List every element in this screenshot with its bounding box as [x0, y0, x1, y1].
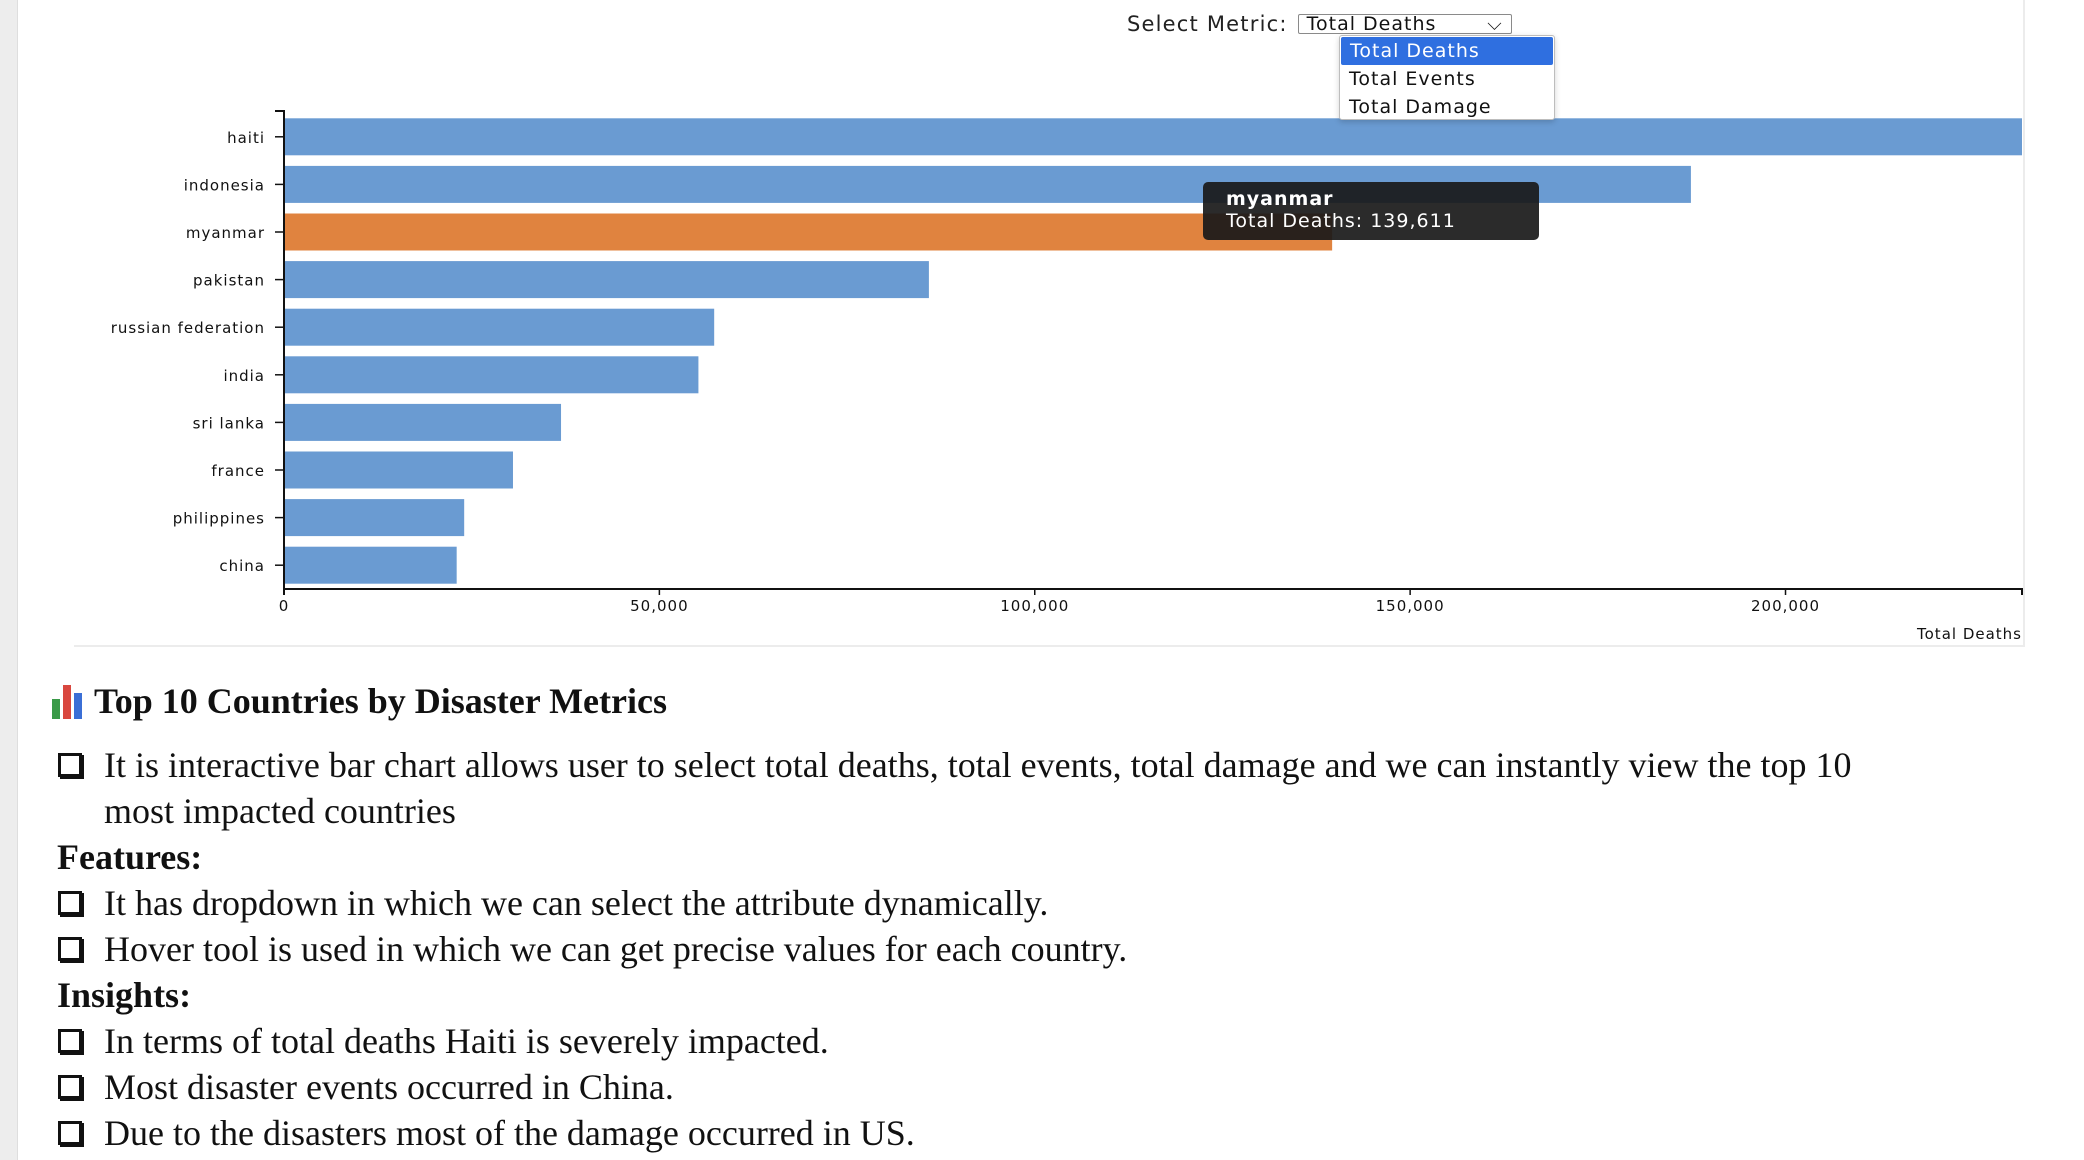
x-tick-label: 100,000: [1000, 597, 1069, 615]
bar-russian-federation[interactable]: [284, 308, 715, 346]
insight-text: Most disaster events occurred in China.: [104, 1067, 674, 1107]
notes-heading-text: Top 10 Countries by Disaster Metrics: [94, 681, 667, 721]
insight-text: Due to the disasters most of the damage …: [104, 1113, 915, 1153]
option-total-deaths[interactable]: Total Deaths: [1341, 37, 1553, 65]
metric-selector: Select Metric: Total Deaths ⌵: [1127, 10, 1512, 38]
bar-haiti[interactable]: [284, 118, 2022, 156]
option-total-damage[interactable]: Total Damage: [1349, 96, 1492, 118]
intro-line-1: It is interactive bar chart allows user …: [104, 745, 1852, 785]
bar-pakistan[interactable]: [284, 261, 929, 299]
metric-label: Select Metric:: [1127, 12, 1288, 36]
x-axis-label: Total Deaths: [1916, 625, 2022, 643]
bar-sri-lanka[interactable]: [284, 403, 562, 441]
metric-select[interactable]: Total Deaths ⌵: [1297, 13, 1512, 35]
checkbox-icon: [58, 1075, 82, 1099]
bar-chart: haiti indonesia myanmar pakistan russian fed…: [111, 110, 2023, 643]
metric-select-value: Total Deaths: [1306, 13, 1437, 35]
y-tick-label: france: [211, 462, 265, 480]
bar-myanmar[interactable]: [284, 213, 1333, 251]
intro-text: It is interactive bar chart allows user …: [104, 742, 1851, 834]
y-tick-label: india: [223, 367, 265, 385]
y-axis: [275, 110, 285, 589]
x-tick-label: 200,000: [1751, 597, 1820, 615]
y-tick-label: philippines: [173, 510, 265, 528]
bar-chart-icon: [52, 683, 82, 719]
intro-line-2: most impacted countries: [104, 791, 456, 831]
x-axis: [283, 588, 2023, 595]
tooltip-country: myanmar: [1226, 188, 1334, 210]
y-tick-label: myanmar: [186, 224, 265, 242]
insight-item: Most disaster events occurred in China.: [58, 1064, 674, 1110]
notes-heading: Top 10 Countries by Disaster Metrics: [52, 680, 667, 722]
feature-text: Hover tool is used in which we can get p…: [104, 929, 1128, 969]
checkbox-icon: [58, 891, 82, 915]
metric-dropdown-list: Total Deaths Total Events Total Damage: [1339, 35, 1555, 120]
feature-item: Hover tool is used in which we can get p…: [58, 926, 1127, 972]
y-tick-label: russian federation: [111, 319, 265, 337]
window-edge: [0, 0, 18, 1160]
chevron-down-icon: ⌵: [1487, 13, 1503, 35]
feature-item: It has dropdown in which we can select t…: [58, 880, 1048, 926]
bar-philippines[interactable]: [284, 499, 465, 537]
y-tick-label: pakistan: [193, 272, 265, 290]
bar-france[interactable]: [284, 451, 513, 489]
x-tick-label: 0: [279, 597, 290, 615]
insight-item: Due to the disasters most of the damage …: [58, 1110, 915, 1156]
bar-india[interactable]: [284, 356, 699, 394]
hover-tooltip: myanmar Total Deaths: 139,611: [1203, 182, 1539, 240]
intro-item: It is interactive bar chart allows user …: [58, 742, 1851, 834]
insight-item: In terms of total deaths Haiti is severe…: [58, 1018, 829, 1064]
y-tick-label: china: [219, 557, 265, 575]
features-heading: Features:: [57, 837, 203, 877]
chart-panel: [74, 0, 2025, 647]
checkbox-icon: [58, 1121, 82, 1145]
x-tick-label: 150,000: [1376, 597, 1445, 615]
feature-text: It has dropdown in which we can select t…: [104, 883, 1049, 923]
y-tick-label: haiti: [227, 129, 265, 147]
checkbox-icon: [58, 753, 82, 777]
option-total-events[interactable]: Total Events: [1349, 68, 1476, 90]
bar-china[interactable]: [284, 546, 457, 584]
insights-heading: Insights:: [57, 975, 192, 1015]
tooltip-value: Total Deaths: 139,611: [1226, 210, 1456, 232]
checkbox-icon: [58, 1029, 82, 1053]
insight-text: In terms of total deaths Haiti is severe…: [104, 1021, 829, 1061]
x-tick-label: 50,000: [630, 597, 689, 615]
y-tick-label: indonesia: [184, 176, 265, 194]
y-tick-label: sri lanka: [193, 414, 265, 432]
checkbox-icon: [58, 937, 82, 961]
